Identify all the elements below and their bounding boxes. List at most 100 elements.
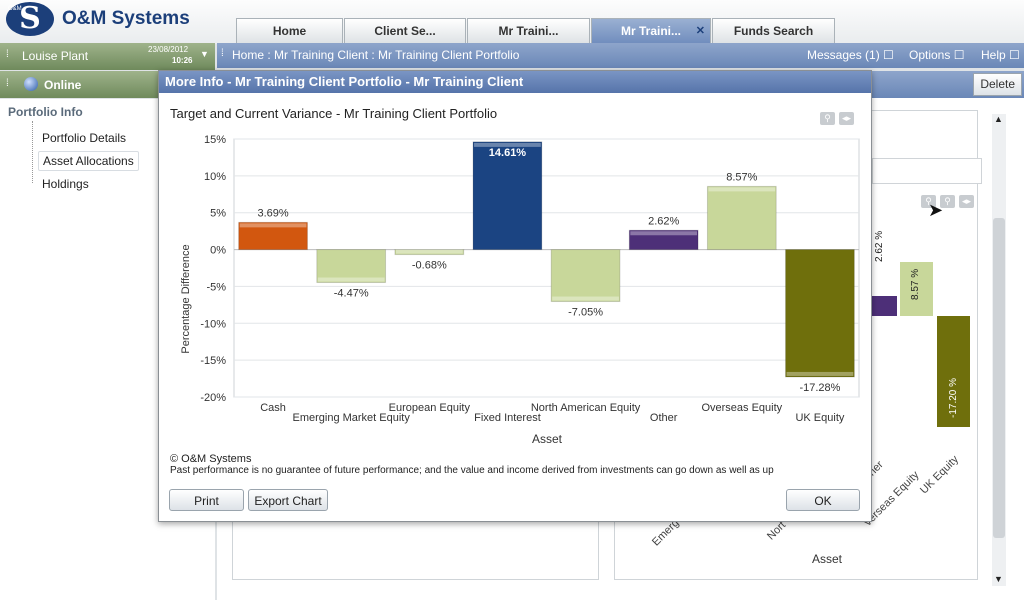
data-label: 14.61% bbox=[489, 147, 527, 159]
data-label: -17.28% bbox=[799, 382, 840, 394]
breadcrumb[interactable]: Home : Mr Training Client : Mr Training … bbox=[232, 48, 520, 62]
status-label: Online bbox=[44, 78, 82, 92]
y-axis-label: Percentage Difference bbox=[180, 244, 192, 353]
scrollbar[interactable]: ▲ ▼ bbox=[992, 114, 1006, 586]
globe-icon bbox=[24, 77, 38, 91]
bg-bar-label: -17.20 % bbox=[948, 377, 959, 418]
x-tick-label: Cash bbox=[260, 402, 286, 414]
x-axis-label: Asset bbox=[532, 432, 563, 446]
chart-bars bbox=[238, 141, 855, 378]
tab-mr-training-1[interactable]: Mr Traini... bbox=[467, 18, 590, 44]
bar-highlight-4 bbox=[552, 296, 619, 301]
data-labels: 3.69% -4.47% -0.68% 14.61% -7.05% 2.62% 8.57% -… bbox=[257, 147, 840, 394]
y-tick-label: 10% bbox=[204, 171, 226, 183]
close-icon[interactable]: ✕ bbox=[695, 25, 705, 37]
bar-1 bbox=[316, 249, 387, 284]
bg-bar-overseas bbox=[900, 262, 933, 316]
grip-icon: ⁞ bbox=[6, 49, 9, 60]
x-tick-label: Emerging Market Equity bbox=[292, 412, 410, 424]
grip-icon: ⁞ bbox=[6, 78, 9, 89]
sidebar-item-asset-allocations[interactable]: Asset Allocations bbox=[38, 151, 139, 171]
chevron-down-icon[interactable]: ▼ bbox=[200, 49, 209, 59]
ok-button[interactable]: OK bbox=[786, 489, 860, 511]
sidebar-item-holdings[interactable]: Holdings bbox=[42, 177, 89, 191]
bar-highlight-6 bbox=[708, 187, 776, 192]
user-bar[interactable]: ⁞ Louise Plant 23/08/2012 10:26 ▼ bbox=[0, 43, 215, 70]
scrollbar-thumb[interactable] bbox=[993, 218, 1005, 538]
print-button[interactable]: Print bbox=[169, 489, 244, 511]
data-label: -0.68% bbox=[412, 260, 447, 272]
variance-chart: 15% 10% 5% 0% -5% -10% -15% -20% 3.69% -4.47% -0.… bbox=[180, 134, 860, 446]
tab-funds-search[interactable]: Funds Search bbox=[712, 18, 835, 44]
bg-bar-uk-equity bbox=[937, 316, 970, 427]
user-date: 23/08/2012 bbox=[148, 45, 189, 54]
more-info-dialog: More Info - Mr Training Client Portfolio… bbox=[158, 70, 872, 522]
mouse-cursor-icon: ➤ bbox=[928, 200, 944, 220]
x-tick-label: European Equity bbox=[389, 402, 471, 414]
y-tick-label: 5% bbox=[210, 208, 226, 220]
x-tick-label: UK Equity bbox=[795, 412, 844, 424]
sidebar-item-portfolio-details[interactable]: Portfolio Details bbox=[42, 131, 127, 145]
x-tick-label: Other bbox=[650, 412, 678, 424]
bar-3 bbox=[472, 141, 543, 251]
messages-link[interactable]: Messages (1) ☐ bbox=[807, 48, 894, 62]
dialog-title: More Info - Mr Training Client Portfolio… bbox=[159, 71, 871, 93]
user-time: 10:26 bbox=[172, 56, 193, 65]
data-label: 3.69% bbox=[257, 207, 288, 219]
bar-5 bbox=[628, 229, 699, 251]
bg-bar-label: 2.62 % bbox=[874, 230, 885, 262]
y-tick-labels: 15% 10% 5% 0% -5% -10% -15% -20% bbox=[200, 134, 226, 404]
copyright-text: © O&M Systems bbox=[170, 453, 252, 465]
portfolio-info-title: Portfolio Info bbox=[8, 105, 83, 119]
tab-mr-training-2[interactable]: Mr Traini... ✕ bbox=[591, 18, 711, 44]
tab-home[interactable]: Home bbox=[236, 18, 343, 44]
grip-icon: ⁞ bbox=[221, 48, 224, 59]
bg-bar-other bbox=[872, 296, 897, 316]
data-label: -4.47% bbox=[334, 288, 369, 300]
bg-input[interactable] bbox=[872, 158, 982, 184]
bar-7 bbox=[785, 249, 855, 378]
disclaimer-text: Past performance is no guarantee of futu… bbox=[170, 465, 774, 476]
x-tick-label: North American Equity bbox=[531, 402, 641, 414]
data-label: 2.62% bbox=[648, 215, 679, 227]
help-link[interactable]: Help ☐ bbox=[981, 48, 1020, 62]
bar-highlight-0 bbox=[239, 223, 307, 228]
x-tick-label: Overseas Equity bbox=[701, 402, 782, 414]
bar-highlight-7 bbox=[786, 371, 854, 376]
x-tick-label: Fixed Interest bbox=[474, 412, 541, 424]
export-chart-button[interactable]: Export Chart bbox=[248, 489, 328, 511]
chart-grid bbox=[233, 138, 860, 398]
bar-2 bbox=[394, 249, 465, 256]
chart-title: Target and Current Variance - Mr Trainin… bbox=[170, 106, 498, 121]
bg-bar-label: 8.57 % bbox=[910, 268, 921, 300]
y-tick-label: -10% bbox=[200, 318, 226, 330]
bar-6 bbox=[706, 185, 777, 251]
options-link[interactable]: Options ☐ bbox=[909, 48, 965, 62]
zoom-icon[interactable]: ⚲ bbox=[921, 195, 936, 208]
scroll-arrows-icon[interactable]: ◂▸ bbox=[839, 112, 854, 125]
user-name: Louise Plant bbox=[22, 49, 89, 63]
bar-highlight-5 bbox=[630, 231, 698, 236]
y-tick-label: 15% bbox=[204, 134, 226, 146]
app-logo: S bbox=[6, 2, 54, 36]
tree-line bbox=[32, 121, 34, 183]
scroll-up-icon[interactable]: ▲ bbox=[994, 114, 1003, 124]
logo-small-text: O&M bbox=[8, 6, 22, 12]
scroll-down-icon[interactable]: ▼ bbox=[994, 574, 1003, 584]
breadcrumb-bar: ⁞ Home : Mr Training Client : Mr Trainin… bbox=[217, 43, 1024, 68]
y-tick-label: -20% bbox=[200, 392, 226, 404]
search-icon[interactable]: ⚲ bbox=[940, 195, 955, 208]
delete-button[interactable]: Delete bbox=[973, 73, 1022, 96]
y-tick-label: 0% bbox=[210, 245, 226, 257]
data-label: -7.05% bbox=[568, 307, 603, 319]
zoom-icon[interactable]: ⚲ bbox=[820, 112, 835, 125]
tab-client-search[interactable]: Client Se... bbox=[344, 18, 466, 44]
y-tick-label: -5% bbox=[206, 281, 226, 293]
scroll-arrows-icon[interactable]: ◂▸ bbox=[959, 195, 974, 208]
data-label: 8.57% bbox=[726, 171, 757, 183]
bar-4 bbox=[550, 249, 621, 303]
y-tick-label: -15% bbox=[200, 355, 226, 367]
bar-highlight-3 bbox=[474, 142, 541, 147]
app-title: O&M Systems bbox=[62, 8, 190, 29]
